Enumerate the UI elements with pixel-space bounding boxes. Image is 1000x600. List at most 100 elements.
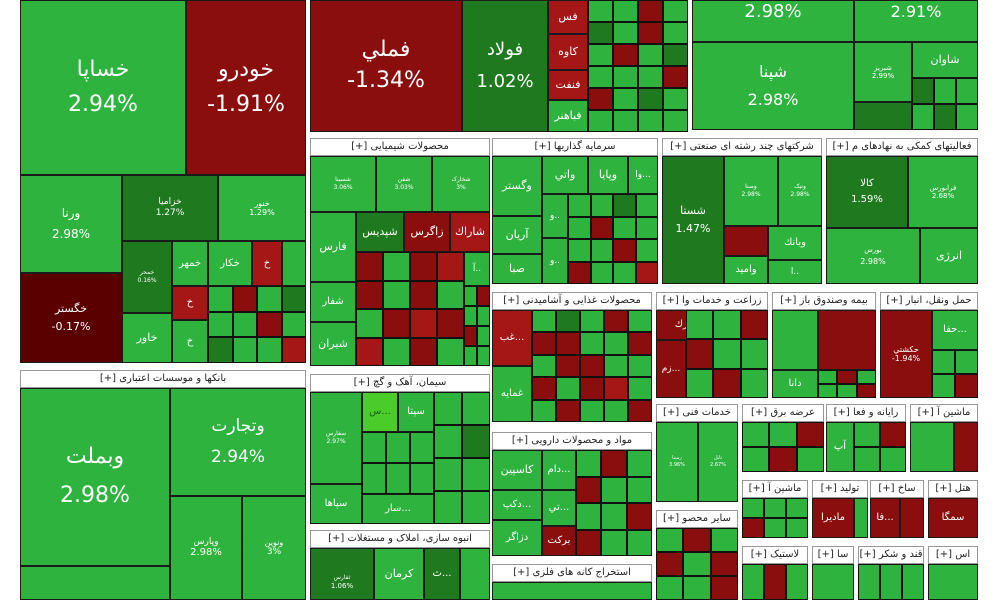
- tile-vamid[interactable]: واميد: [724, 256, 768, 284]
- tile-shesina[interactable]: شسینا 3.06%: [310, 156, 376, 212]
- tile-seseta[interactable]: سپتا: [398, 392, 434, 432]
- sector-header-machinery[interactable]: [+] ماشین آ: [910, 404, 978, 422]
- tile-hakeshti[interactable]: حكشتي -1.94%: [880, 310, 932, 398]
- tile-kh2[interactable]: خ: [172, 286, 208, 320]
- tile-machinery-a[interactable]: [910, 422, 954, 472]
- tile-ghamaye[interactable]: غمايه: [492, 366, 532, 422]
- tile-bourse[interactable]: بورس 2.98%: [826, 228, 920, 284]
- tile-semga[interactable]: سمگا: [928, 498, 978, 538]
- tile-ghab[interactable]: غب...: [492, 310, 532, 366]
- tile-oil-small[interactable]: [854, 102, 912, 130]
- tile-arian[interactable]: آریان: [492, 216, 542, 254]
- sector-header-cement[interactable]: [+] سیمان، آهک و گچ: [310, 374, 490, 392]
- sector-header-tech[interactable]: [+] خدمات فنی: [656, 404, 738, 422]
- tile-fars[interactable]: فارس: [310, 212, 356, 282]
- sector-header-oil[interactable]: [+] اس: [928, 546, 978, 564]
- tile-anerji[interactable]: انرژی: [920, 228, 978, 284]
- tile-vav2[interactable]: و..: [542, 238, 568, 284]
- tile-vasapa[interactable]: وصنا 2.98%: [724, 156, 778, 226]
- tile-khesapa[interactable]: خساپا 2.94%: [20, 0, 186, 175]
- sector-header-power[interactable]: [+] عرضه برق: [742, 404, 824, 422]
- tile-vapaya[interactable]: وپایا: [588, 156, 628, 194]
- tile-fanft[interactable]: فنفت: [548, 70, 588, 100]
- tile-machinery-b[interactable]: [954, 422, 978, 472]
- tile-kala[interactable]: کالا 1.59%: [826, 156, 908, 228]
- tile-vanik[interactable]: ونیک 2.98%: [778, 156, 822, 226]
- tile-mining-row[interactable]: [492, 582, 652, 600]
- tile-sar[interactable]: سار...: [362, 494, 434, 524]
- tile-sefars[interactable]: سفارس 2.97%: [310, 392, 362, 484]
- tile-hafa[interactable]: حفا...: [932, 310, 978, 350]
- tile-shafar[interactable]: شفار: [310, 282, 356, 322]
- tile-tabel[interactable]: تابل 2.67%: [698, 422, 738, 502]
- tile-saba[interactable]: صبا: [492, 254, 542, 284]
- tile-fas[interactable]: فس: [548, 0, 588, 34]
- tile-shepdis[interactable]: شپدیس: [356, 212, 404, 252]
- tile-bank-bottom[interactable]: [20, 566, 170, 600]
- tile-shafan[interactable]: شفن 3.03%: [376, 156, 432, 212]
- sector-header-banks[interactable]: [+] بانکها و موسسات اعتباری: [20, 370, 306, 388]
- tile-shepna[interactable]: شپنا 2.98%: [692, 42, 854, 130]
- tile-tey[interactable]: تي...: [542, 490, 576, 526]
- tile-shebriz[interactable]: شبریز 2.99%: [854, 42, 912, 102]
- tile-kave[interactable]: کاوه: [548, 34, 588, 70]
- tile-s-one[interactable]: س...: [362, 392, 398, 432]
- tile-vati[interactable]: واتي: [542, 156, 588, 194]
- tile-red-multi[interactable]: [724, 226, 768, 256]
- tile-khegostar[interactable]: خگستر -0.17%: [20, 273, 122, 363]
- tile-kh1[interactable]: خ: [252, 241, 282, 286]
- tile-shasta[interactable]: شستا 1.47%: [662, 156, 724, 284]
- tile-fund-a[interactable]: [772, 310, 818, 370]
- sector-header-hotel[interactable]: [+] هتل: [928, 480, 978, 498]
- tile-vaparis[interactable]: وپارس 2.98%: [170, 496, 242, 600]
- sector-header-construction[interactable]: [+] انبوه سازی، املاک و مستغلات: [310, 530, 490, 548]
- tile-textile-small[interactable]: [900, 498, 924, 538]
- tile-shavan[interactable]: شاوان: [912, 42, 978, 78]
- tile-sharak[interactable]: شاراك: [450, 212, 490, 252]
- tile-other2[interactable]: [812, 564, 854, 600]
- sector-header-fund[interactable]: [+] بیمه وصندوق باز: [772, 292, 876, 310]
- tile-ofarabs[interactable]: ثفارس 1.06%: [310, 548, 374, 600]
- sector-header-computer[interactable]: [+] رایانه و فعا: [826, 404, 906, 422]
- sector-header-auxiliary[interactable]: [+] فعالیتهای کمکی به نهادهای م: [826, 138, 978, 156]
- tile-th[interactable]: ث...: [424, 548, 460, 600]
- sector-header-investments[interactable]: [+] سرمایه گذاریها: [492, 138, 658, 156]
- tile-dekap[interactable]: دكپ...: [492, 490, 542, 520]
- sector-header-agriculture[interactable]: [+] زراعت و خدمات وا: [656, 292, 768, 310]
- sector-header-chemical[interactable]: [+] محصولات شیمیایی: [310, 138, 490, 156]
- tile-khavar[interactable]: خاور: [122, 313, 172, 363]
- sector-header-textile[interactable]: [+] ساخ: [870, 480, 924, 498]
- tile-vapa[interactable]: ا..: [768, 260, 822, 284]
- tile-dam[interactable]: دام...: [542, 450, 576, 490]
- tile-dezagar[interactable]: دزاگر: [492, 520, 542, 556]
- sector-header-production[interactable]: [+] تولید: [812, 480, 868, 498]
- tile-vabank[interactable]: وبانك: [768, 226, 822, 260]
- tile-a-dot[interactable]: آ..: [464, 252, 490, 286]
- tile-vaa[interactable]: وا...: [628, 156, 658, 194]
- tile-vebmelat[interactable]: وبملت 2.98%: [20, 388, 170, 566]
- tile-faravari[interactable]: فرابورس 2.68%: [908, 156, 978, 228]
- tile-barekat[interactable]: بركت: [542, 526, 576, 556]
- tile-vanovin[interactable]: ونوین 3%: [242, 496, 306, 600]
- tile-kh3[interactable]: خ: [172, 320, 208, 363]
- tile-khanur[interactable]: خنور 1.29%: [218, 175, 306, 241]
- sector-header-machinery2[interactable]: [+] ماشین آ: [742, 480, 808, 498]
- sector-header-transport[interactable]: [+] حمل ونقل، انبار: [880, 292, 978, 310]
- tile-khamehr[interactable]: خمهر: [172, 241, 208, 286]
- tile-kerman[interactable]: كرمان: [374, 548, 424, 600]
- tile-foolad[interactable]: فولاد 1.02%: [462, 0, 548, 132]
- tile-zagros[interactable]: زاگرس: [404, 212, 450, 252]
- tile-dana[interactable]: دانا: [772, 370, 818, 398]
- sector-header-plastic[interactable]: [+] لاستیک: [742, 546, 808, 564]
- tile-top-right-2[interactable]: 2.91%: [854, 0, 978, 42]
- tile-khakar[interactable]: خكار: [208, 241, 252, 286]
- tile-fameli[interactable]: فملي -1.34%: [310, 0, 462, 132]
- sector-header-pharma[interactable]: [+] مواد و محصولات دارویی: [492, 432, 652, 450]
- sector-header-sugar[interactable]: [+] قند و شکر: [858, 546, 924, 564]
- sector-header-mining[interactable]: [+] استخراج کانه های فلزی: [492, 564, 652, 582]
- tile-khamohr[interactable]: خمحر 0.16%: [122, 241, 172, 313]
- tile-shekhark[interactable]: شخارک 3%: [432, 156, 490, 212]
- tile-shiran[interactable]: شیران: [310, 322, 356, 366]
- tile-varna[interactable]: ورنا 2.98%: [20, 175, 122, 273]
- tile-small-a[interactable]: [282, 241, 306, 286]
